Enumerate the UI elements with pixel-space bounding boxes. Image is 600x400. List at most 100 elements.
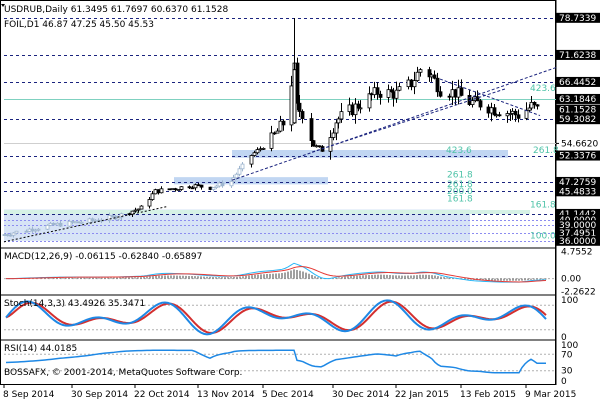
price-axis-label: 54.6620: [561, 139, 598, 149]
symbol-dropdown-icon[interactable]: [1, 4, 5, 7]
candle-body: [478, 100, 483, 108]
rsi-tick-label: 70: [561, 350, 573, 360]
fib-level-label: 261.8: [533, 146, 559, 156]
candle-body: [2, 234, 7, 236]
candle-body: [394, 89, 399, 99]
candle-body: [90, 218, 95, 221]
candle-body: [24, 230, 29, 233]
candle-body: [456, 87, 461, 98]
candle-body: [350, 104, 355, 116]
candle-body: [386, 89, 391, 98]
candle-body: [415, 71, 420, 81]
candle-body: [167, 188, 172, 191]
candle-body: [334, 122, 339, 134]
candle-body: [150, 193, 155, 200]
candle-body: [159, 188, 164, 194]
candle-body: [494, 114, 499, 117]
price-tag: [556, 93, 600, 104]
candle-body: [314, 145, 319, 148]
stochastic-panel: 100 0: [4, 296, 578, 343]
channel-upper-line[interactable]: [231, 67, 557, 181]
candle-body: [73, 221, 78, 224]
macd-tick-label: 4.7552: [561, 247, 593, 257]
candle-body: [199, 184, 204, 188]
candle-body: [492, 107, 497, 116]
candle-body: [336, 118, 341, 124]
candle-body: [87, 218, 92, 223]
candle-body: [51, 222, 56, 226]
candle-body: [249, 155, 254, 165]
candle-body: [432, 74, 437, 79]
rsi-tick-label: 30: [561, 367, 573, 377]
fib-band-highlight: [4, 210, 530, 214]
candle-body: [255, 149, 260, 154]
candle-body: [130, 210, 135, 215]
candle-body: [516, 114, 521, 119]
candle-body: [36, 228, 41, 231]
macd-tick-label: 0.00: [561, 275, 581, 285]
price-tag-label: 45.4833: [559, 187, 596, 197]
candle-body: [513, 110, 518, 116]
price-tag: [556, 114, 600, 125]
candle-body: [5, 234, 10, 236]
indicator-title: FOIL,D1 46.87 47.25 45.50 45.53: [4, 20, 154, 30]
price-tag-label: 71.6238: [559, 51, 596, 61]
candle-body: [55, 222, 60, 226]
x-axis-label: 30 Dec 2014: [332, 390, 390, 400]
candle-body: [229, 180, 234, 187]
candle-body: [79, 221, 84, 224]
trendline-recent[interactable]: [439, 78, 541, 117]
candle-body: [153, 189, 158, 195]
price-tag-label: 78.7339: [559, 14, 596, 24]
macd-panel: 4.7552 0.00 -2.2622: [4, 247, 596, 298]
candle-body: [535, 104, 540, 107]
rsi-line: [5, 349, 546, 374]
price-tag: [556, 235, 600, 246]
candle-body: [470, 100, 475, 105]
candle-body: [8, 234, 13, 237]
rsi-tick-label: 0: [561, 377, 567, 387]
candle-body: [147, 199, 152, 207]
candle-body: [136, 208, 141, 211]
candle-body: [258, 148, 263, 151]
candle-body: [45, 224, 50, 230]
x-axis-label: 8 Sep 2014: [3, 390, 55, 400]
candle-body: [110, 215, 115, 217]
candle-body: [453, 89, 458, 98]
x-axis-label: 22 Jan 2015: [395, 390, 449, 400]
candle-body: [156, 189, 161, 194]
candle-body: [369, 93, 374, 96]
price-tag-label: 52.3376: [559, 152, 596, 162]
price-tag: [556, 227, 600, 238]
stoch-tick-label: 100: [561, 296, 578, 306]
candle-body: [269, 132, 274, 149]
candle-body: [196, 184, 201, 187]
candle-body: [529, 101, 534, 109]
x-axis-label: 22 Oct 2014: [134, 390, 190, 400]
candle-body: [353, 103, 358, 116]
price-tag: [556, 150, 600, 161]
x-axis-label: 5 Dec 2014: [262, 390, 314, 400]
fib-level-label: 261.8: [447, 180, 473, 190]
channel-lower-line[interactable]: [311, 88, 506, 153]
candle-body: [272, 132, 277, 135]
candle-body: [217, 182, 222, 187]
candle-body: [317, 145, 322, 148]
candle-body: [240, 163, 245, 170]
candle-body: [418, 69, 423, 73]
fib-level-label: 200.0: [447, 187, 473, 197]
price-tag: [556, 214, 600, 225]
price-tag-label: 47.2759: [559, 178, 596, 188]
candle-body: [412, 80, 417, 88]
candle-body: [429, 74, 434, 78]
fib-level-label: 423.6: [446, 146, 472, 156]
candle-body-spike: [292, 69, 297, 124]
price-tag-label: 61.1528: [559, 106, 596, 116]
fib-level-label: 161.8: [530, 200, 556, 210]
symbol-title: USDRUB,Daily 61.3495 61.7697 60.6370 61.…: [4, 5, 228, 15]
candle-body: [14, 230, 19, 234]
